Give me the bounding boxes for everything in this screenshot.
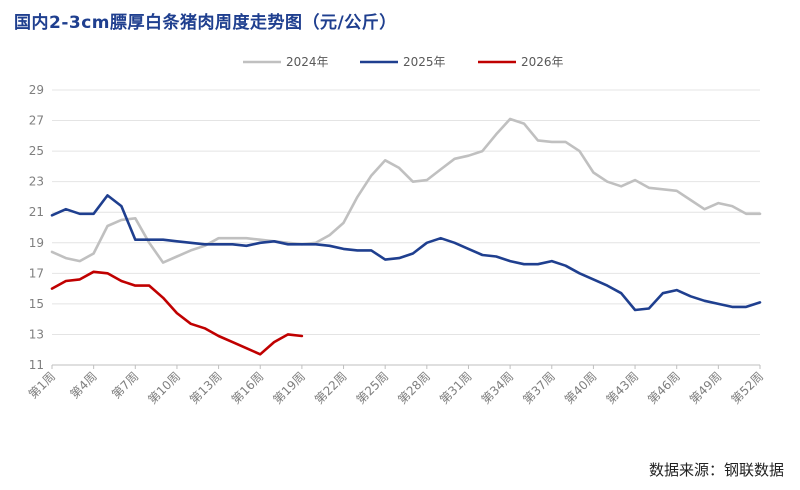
legend-label: 2025年 xyxy=(403,55,446,69)
series-line xyxy=(50,270,304,356)
y-tick-label: 27 xyxy=(29,114,44,128)
y-tick-label: 17 xyxy=(29,266,44,280)
legend-label: 2024年 xyxy=(286,55,329,69)
x-tick-label: 第25周 xyxy=(354,369,392,407)
x-tick-label: 第43周 xyxy=(604,369,642,407)
x-tick-label: 第49周 xyxy=(687,369,725,407)
x-tick-label: 第28周 xyxy=(395,369,433,407)
legend: 2024年 2025年 2026年 xyxy=(243,55,564,69)
x-tick-label: 第1周 xyxy=(26,369,58,401)
y-axis: 11 13 15 17 19 21 23 25 27 29 xyxy=(29,83,44,372)
x-axis: 第1周 第4周 第7周 第10周 第13周 第16周 第19周 第22周 第25周 第28周 第31… xyxy=(26,365,766,407)
x-tick-label: 第52周 xyxy=(728,369,766,407)
y-tick-label: 29 xyxy=(29,83,44,97)
y-tick-label: 11 xyxy=(29,358,44,372)
x-tick-label: 第19周 xyxy=(270,369,308,407)
y-tick-label: 21 xyxy=(29,205,44,219)
y-tick-label: 23 xyxy=(29,175,44,189)
legend-label: 2026年 xyxy=(521,55,564,69)
x-tick-label: 第4周 xyxy=(67,369,99,401)
y-tick-label: 15 xyxy=(29,297,44,311)
data-source-note: 数据来源：钢联数据 xyxy=(648,461,784,479)
x-tick-label: 第13周 xyxy=(187,369,225,407)
x-tick-label: 第46周 xyxy=(645,369,683,407)
x-tick-label: 第34周 xyxy=(479,369,517,407)
x-tick-label: 第22周 xyxy=(312,369,350,407)
gridlines xyxy=(52,89,760,366)
y-tick-label: 25 xyxy=(29,144,44,158)
chart-title: 国内2-3cm膘厚白条猪肉周度走势图（元/公斤） xyxy=(14,13,397,33)
x-tick-label: 第10周 xyxy=(145,369,183,407)
series-lines xyxy=(50,117,762,356)
y-tick-label: 13 xyxy=(29,327,44,341)
x-tick-label: 第31周 xyxy=(437,369,475,407)
series-line xyxy=(50,194,762,312)
x-tick-label: 第40周 xyxy=(562,369,600,407)
series-line xyxy=(50,117,762,264)
x-tick-label: 第16周 xyxy=(229,369,267,407)
x-tick-label: 第7周 xyxy=(109,369,141,401)
x-tick-label: 第37周 xyxy=(520,369,558,407)
y-tick-label: 19 xyxy=(29,236,44,250)
